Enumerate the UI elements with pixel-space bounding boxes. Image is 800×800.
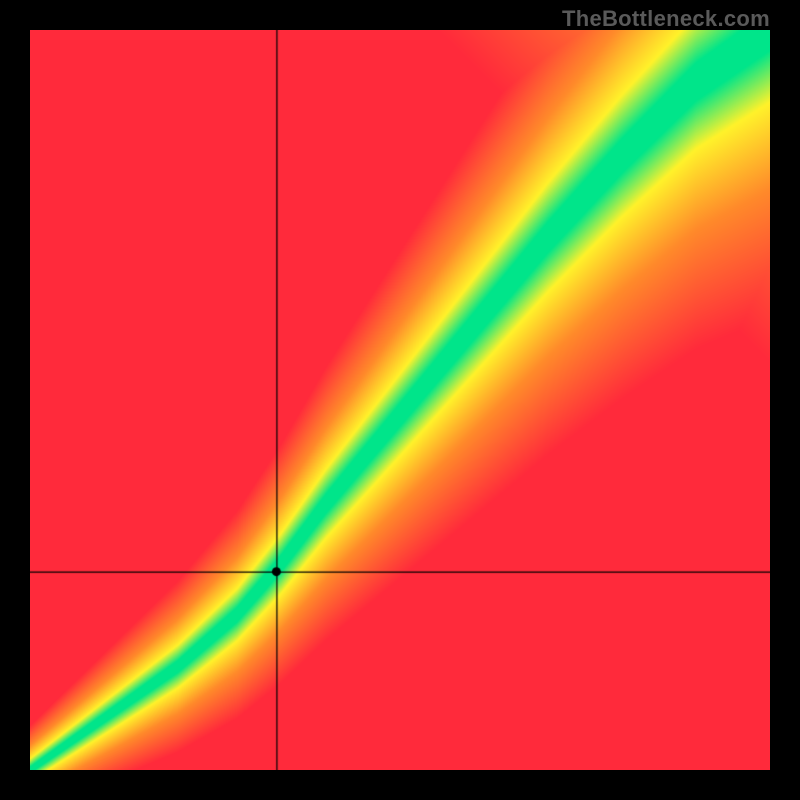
bottleneck-heatmap [30,30,770,770]
chart-container: TheBottleneck.com [0,0,800,800]
watermark-text: TheBottleneck.com [562,6,770,32]
plot-area [30,30,770,770]
